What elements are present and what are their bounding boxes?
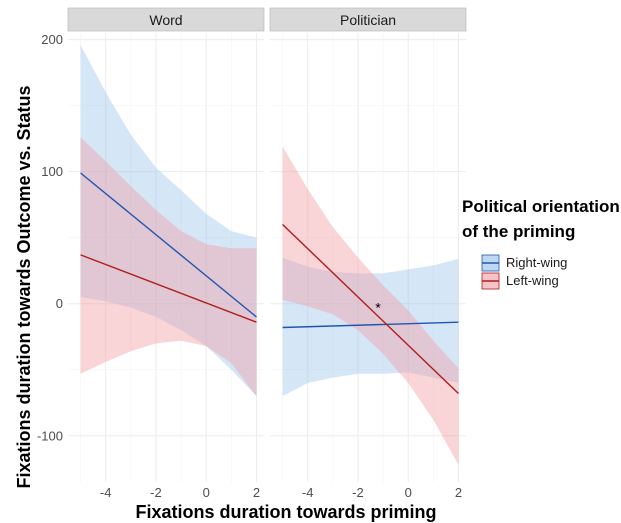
confidence-band-left-wing <box>282 146 459 465</box>
legend: Political orientation of the priming Rig… <box>462 197 620 290</box>
confidence-band-right-wing <box>80 44 257 397</box>
x-tick-label: -4 <box>100 485 112 500</box>
x-tick-label: 2 <box>253 485 260 500</box>
y-axis-title: Fixations duration towards Outcome vs. S… <box>14 85 34 488</box>
confidence-band-right-wing <box>282 257 459 397</box>
panel-politician: Politician * -4 -2 0 2 <box>269 7 467 500</box>
panels-layer: Word -4 -2 0 2 Politician * -4 -2 0 2 -100 0 100 200 <box>37 7 467 500</box>
x-axis-title: Fixations duration towards priming <box>135 502 436 522</box>
x-tick-label: 2 <box>455 485 462 500</box>
panel-word: Word -4 -2 0 2 <box>67 7 265 500</box>
trend-line-left-wing <box>80 254 257 323</box>
legend-title-line-1: Political orientation <box>462 197 620 216</box>
y-tick-label: 0 <box>56 296 63 311</box>
y-tick-label: -100 <box>37 428 63 443</box>
trend-line-right-wing <box>282 321 459 329</box>
trend-line-right-wing <box>80 172 257 318</box>
panel-strip-word <box>67 7 265 32</box>
panel-title-politician: Politician <box>340 12 396 28</box>
legend-title-line-2: of the priming <box>462 222 575 241</box>
x-tick-label: 0 <box>203 485 210 500</box>
legend-keys <box>481 254 500 290</box>
legend-label-right-wing: Right-wing <box>506 255 567 270</box>
y-tick-label: 100 <box>41 164 63 179</box>
x-tick-label: -2 <box>352 485 364 500</box>
legend-label-left-wing: Left-wing <box>506 273 559 288</box>
x-tick-label: -4 <box>302 485 314 500</box>
x-tick-label: 0 <box>405 485 412 500</box>
significance-annotation: * <box>375 300 381 316</box>
confidence-band-left-wing <box>80 137 257 397</box>
y-tick-label: 200 <box>41 32 63 47</box>
panel-title-word: Word <box>149 12 182 28</box>
panel-strip-politician <box>269 7 467 32</box>
trend-line-left-wing <box>282 223 459 395</box>
x-tick-label: -2 <box>150 485 162 500</box>
